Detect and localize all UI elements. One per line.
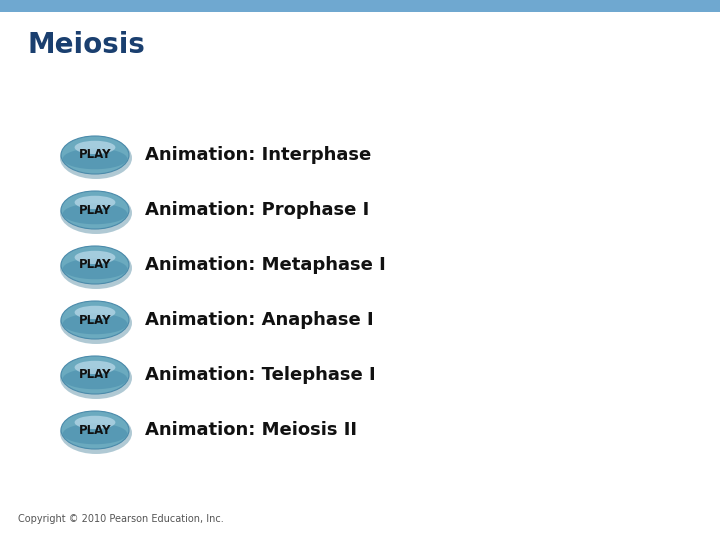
Text: Copyright © 2010 Pearson Education, Inc.: Copyright © 2010 Pearson Education, Inc. (18, 514, 224, 524)
Ellipse shape (61, 246, 129, 284)
Ellipse shape (60, 192, 132, 234)
Ellipse shape (61, 411, 129, 449)
Text: Animation: Interphase: Animation: Interphase (145, 146, 372, 164)
FancyBboxPatch shape (0, 0, 720, 12)
Ellipse shape (75, 195, 115, 209)
Ellipse shape (61, 136, 129, 174)
Ellipse shape (75, 416, 115, 429)
Text: PLAY: PLAY (78, 204, 112, 217)
Ellipse shape (63, 313, 127, 334)
Ellipse shape (75, 361, 115, 374)
Ellipse shape (60, 302, 132, 344)
Ellipse shape (63, 204, 127, 224)
Ellipse shape (60, 137, 132, 179)
Ellipse shape (63, 368, 127, 389)
Ellipse shape (61, 301, 129, 339)
Text: Animation: Meiosis II: Animation: Meiosis II (145, 421, 357, 439)
Ellipse shape (63, 258, 127, 279)
Text: Meiosis: Meiosis (28, 31, 146, 59)
Ellipse shape (63, 423, 127, 444)
Ellipse shape (75, 141, 115, 154)
Text: PLAY: PLAY (78, 148, 112, 161)
Text: PLAY: PLAY (78, 368, 112, 381)
Text: PLAY: PLAY (78, 423, 112, 436)
Text: Animation: Telephase I: Animation: Telephase I (145, 366, 376, 384)
Text: PLAY: PLAY (78, 259, 112, 272)
Ellipse shape (61, 356, 129, 394)
Text: Animation: Metaphase I: Animation: Metaphase I (145, 256, 386, 274)
Text: PLAY: PLAY (78, 314, 112, 327)
Text: Animation: Anaphase I: Animation: Anaphase I (145, 311, 374, 329)
Ellipse shape (75, 251, 115, 264)
Text: Animation: Prophase I: Animation: Prophase I (145, 201, 369, 219)
Ellipse shape (60, 357, 132, 399)
Ellipse shape (60, 412, 132, 454)
Ellipse shape (60, 247, 132, 289)
Ellipse shape (61, 191, 129, 229)
Ellipse shape (63, 148, 127, 169)
Ellipse shape (75, 306, 115, 319)
